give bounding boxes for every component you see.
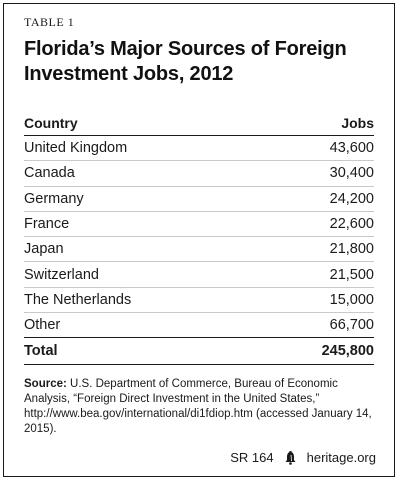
total-value: 245,800	[321, 343, 374, 360]
table-row: United Kingdom 43,600	[24, 136, 374, 162]
table-row: The Netherlands 15,000	[24, 288, 374, 314]
cell-jobs: 66,700	[329, 317, 374, 334]
cell-jobs: 21,800	[329, 241, 374, 258]
cell-jobs: 43,600	[329, 140, 374, 157]
table-body: United Kingdom 43,600 Canada 30,400 Germany 2…	[24, 136, 374, 339]
cell-country: United Kingdom	[24, 140, 128, 157]
column-header-country: Country	[24, 114, 78, 131]
cell-country: Japan	[24, 241, 64, 258]
table-row: Switzerland 21,500	[24, 262, 374, 288]
table-title: Florida’s Major Sources of Foreign Inves…	[24, 38, 347, 85]
table-row: Germany 24,200	[24, 187, 374, 212]
cell-country: Germany	[24, 190, 84, 207]
table-row: Other 66,700	[24, 313, 374, 339]
table-row: Japan 21,800	[24, 237, 374, 263]
site-name: heritage.org	[306, 450, 376, 465]
table-row: Canada 30,400	[24, 161, 374, 187]
cell-jobs: 22,600	[329, 216, 374, 233]
cell-country: Switzerland	[24, 266, 99, 283]
cell-jobs: 15,000	[329, 291, 374, 308]
table-header-row: Country Jobs	[24, 110, 374, 136]
cell-country: Canada	[24, 165, 75, 182]
cell-jobs: 30,400	[329, 165, 374, 182]
table-figure: TABLE 1 Florida’s Major Sources of Forei…	[3, 3, 395, 477]
source-label: Source:	[24, 378, 67, 390]
cell-country: The Netherlands	[24, 291, 132, 308]
cell-country: Other	[24, 317, 61, 334]
data-table: Country Jobs United Kingdom 43,600 Canada 3…	[24, 110, 374, 366]
table-label: TABLE 1	[24, 15, 75, 29]
source-note: Source: U.S. Department of Commerce, Bur…	[24, 377, 380, 437]
table-total-row: Total 245,800	[24, 338, 374, 366]
report-number: SR 164	[230, 450, 274, 465]
table-row: France 22,600	[24, 212, 374, 238]
cell-jobs: 24,200	[329, 190, 374, 207]
liberty-bell-icon	[284, 450, 297, 465]
cell-jobs: 21,500	[329, 266, 374, 283]
footer: SR 164 heritage.org	[230, 450, 376, 465]
column-header-jobs: Jobs	[341, 114, 374, 131]
cell-country: France	[24, 216, 70, 233]
source-text: U.S. Department of Commerce, Bureau of E…	[24, 378, 372, 435]
total-label: Total	[24, 343, 58, 360]
